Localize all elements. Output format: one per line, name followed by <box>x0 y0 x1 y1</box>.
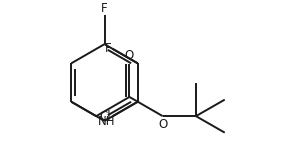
Text: NH: NH <box>98 115 115 128</box>
Text: Cl: Cl <box>100 110 111 123</box>
Text: F: F <box>101 2 108 15</box>
Text: O: O <box>125 49 134 62</box>
Text: F: F <box>105 42 111 56</box>
Text: O: O <box>158 118 167 131</box>
